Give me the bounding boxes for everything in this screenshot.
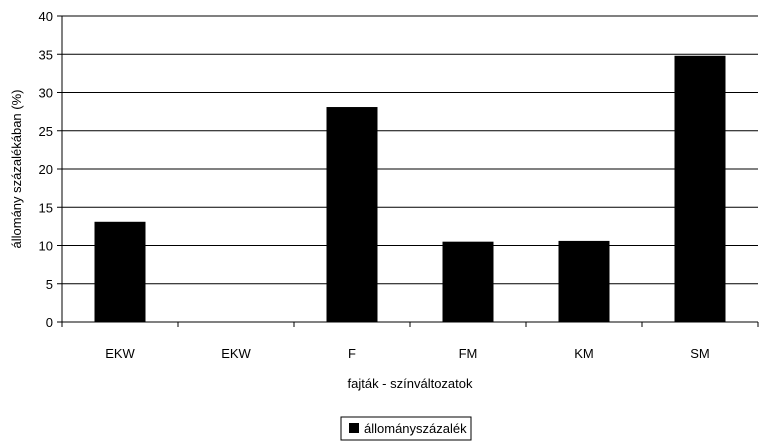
y-tick-label: 10 (39, 239, 53, 254)
y-axis-title: állomány százalékában (%) (9, 90, 24, 249)
x-tick-label: EKW (105, 346, 135, 361)
bar (326, 107, 378, 322)
legend-swatch (349, 423, 359, 433)
x-axis-ticks: EKW EKW F FM KM SM (61, 322, 759, 361)
bar (674, 55, 726, 322)
y-tick-label: 35 (39, 47, 53, 62)
y-tick-label: 20 (39, 162, 53, 177)
x-tick-label: F (348, 346, 356, 361)
x-axis-title: fajták - színváltozatok (348, 376, 473, 391)
bar (442, 241, 494, 322)
legend-box (340, 416, 472, 441)
gridlines (62, 15, 758, 285)
x-tick-label: EKW (221, 346, 251, 361)
y-tick-label: 25 (39, 124, 53, 139)
y-tick-label: 30 (39, 86, 53, 101)
y-tick-label: 15 (39, 200, 53, 215)
x-tick-label: SM (690, 346, 710, 361)
bar (94, 221, 146, 322)
y-tick-label: 40 (39, 9, 53, 24)
x-tick-label: FM (459, 346, 478, 361)
y-tick-label: 5 (46, 277, 53, 292)
bars (94, 55, 726, 322)
bar (558, 240, 610, 322)
x-tick-label: KM (574, 346, 594, 361)
legend: állományszázalék (340, 416, 472, 441)
legend-label: állományszázalék (364, 421, 467, 436)
y-axis-ticks: 0 5 10 15 20 25 30 35 40 (39, 9, 62, 330)
y-tick-label: 0 (46, 315, 53, 330)
